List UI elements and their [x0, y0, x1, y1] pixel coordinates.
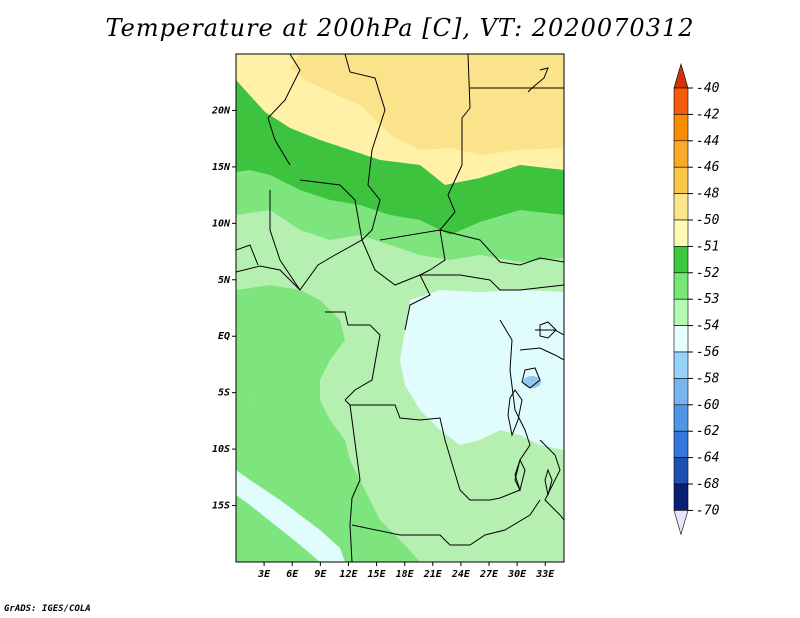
colorbar-swatch — [673, 219, 689, 247]
colorbar-swatch — [673, 325, 689, 353]
colorbar-swatch — [673, 457, 689, 485]
lat-tick-label: 10N — [212, 218, 231, 229]
lat-tick-label: 10S — [212, 444, 230, 455]
border-line — [236, 244, 259, 266]
lake-outline — [521, 367, 541, 389]
colorbar-level-label: -42 — [696, 107, 720, 122]
border-line — [535, 329, 564, 336]
shade-cold-strip — [236, 470, 345, 562]
colorbar-swatch — [673, 193, 689, 221]
colorbar: -40 -42 -44 -46 -48 -50 -51 -52 -53 -54 -56 -58 -60 -… — [673, 62, 720, 536]
lat-tick-label: 5N — [218, 275, 231, 286]
border-line — [349, 404, 361, 562]
lat-tick-label: 5S — [218, 388, 230, 399]
border-line — [344, 399, 521, 501]
lon-tick-label: 33E — [535, 569, 555, 580]
lon-tick-label: 18E — [396, 569, 415, 580]
colorbar-level-label: -54 — [696, 319, 719, 334]
colorbar-swatch — [673, 246, 689, 274]
colorbar-level-label: -60 — [696, 398, 720, 413]
grads-credit: GrADS: IGES/COLA — [4, 604, 91, 614]
colorbar-level-label: -40 — [696, 81, 720, 96]
lake-outline — [507, 389, 523, 437]
colorbar-level-label: -64 — [696, 451, 719, 466]
colorbar-level-label: -51 — [696, 239, 719, 254]
colorbar-level-label: -53 — [696, 292, 719, 307]
border-line — [344, 54, 386, 241]
colorbar-swatch — [673, 378, 689, 406]
border-line — [325, 311, 381, 401]
lon-tick-label: 3E — [257, 569, 271, 580]
lat-tick-label: 15N — [212, 162, 231, 173]
border-line — [499, 319, 531, 491]
lon-tick-label: 15E — [368, 569, 387, 580]
lon-tick-label: 12E — [339, 569, 358, 580]
lat-tick-label: EQ — [218, 331, 230, 342]
colorbar-swatch — [673, 430, 689, 458]
colorbar-level-label: -50 — [696, 213, 720, 228]
shade-warm-north — [290, 54, 564, 155]
colorbar-swatch — [673, 298, 689, 326]
border-line — [379, 229, 564, 266]
colorbar-swatch — [673, 483, 689, 511]
border-line — [539, 439, 564, 521]
border-line — [299, 179, 363, 241]
shade-green-dark-west — [236, 330, 330, 470]
colorbar-level-label: -68 — [696, 477, 720, 492]
border-line — [351, 499, 541, 546]
colorbar-top-arrow — [673, 62, 689, 89]
lat-tick-label: 15S — [212, 501, 230, 512]
lat-axis: 20N 15N 10N 5N EQ 5S 10S 15S — [211, 105, 236, 512]
lon-tick-label: 30E — [507, 569, 527, 580]
lake-outline — [514, 458, 526, 492]
colorbar-level-label: -52 — [696, 266, 720, 281]
lake-outline — [539, 321, 557, 339]
colorbar-bottom-arrow — [673, 510, 689, 536]
lon-tick-label: 6E — [286, 569, 299, 580]
border-line — [236, 239, 564, 291]
shade-green-dark — [236, 80, 564, 235]
border-line — [527, 67, 549, 93]
colorbar-level-label: -46 — [696, 160, 720, 175]
lon-axis: 3E 6E 9E 12E 15E 18E 21E 24E 27E 30E 33E — [257, 562, 555, 580]
chart-title: Temperature at 200hPa [C], VT: 202007031… — [105, 14, 695, 42]
border-line — [269, 190, 301, 291]
lat-tick-label: 20N — [211, 105, 231, 116]
lon-tick-label: 21E — [423, 569, 443, 580]
border-line — [419, 54, 471, 276]
border-line — [267, 54, 301, 166]
map-frame — [235, 53, 565, 563]
colorbar-swatch — [673, 140, 689, 168]
country-borders — [236, 54, 564, 562]
lon-tick-label: 24E — [451, 569, 471, 580]
colorbar-level-label: -62 — [696, 424, 720, 439]
colorbar-level-label: -58 — [696, 371, 720, 386]
colorbar-swatch — [673, 272, 689, 300]
shade-cold-spot — [523, 376, 541, 388]
colorbar-swatch — [673, 87, 689, 115]
colorbar-swatch — [673, 166, 689, 194]
colorbar-swatch — [673, 351, 689, 379]
shade-cold-center — [400, 290, 564, 450]
colorbar-level-label: -56 — [696, 345, 720, 360]
border-line — [404, 274, 431, 331]
lon-tick-label: 27E — [479, 569, 499, 580]
border-line — [519, 347, 564, 361]
colorbar-swatch — [673, 114, 689, 142]
colorbar-swatch — [673, 404, 689, 432]
lon-tick-label: 9E — [314, 569, 327, 580]
colorbar-level-label: -44 — [696, 134, 719, 149]
lake-outline — [544, 468, 553, 496]
temperature-field — [236, 54, 564, 562]
colorbar-level-label: -48 — [696, 187, 720, 202]
colorbar-level-label: -70 — [696, 503, 720, 518]
